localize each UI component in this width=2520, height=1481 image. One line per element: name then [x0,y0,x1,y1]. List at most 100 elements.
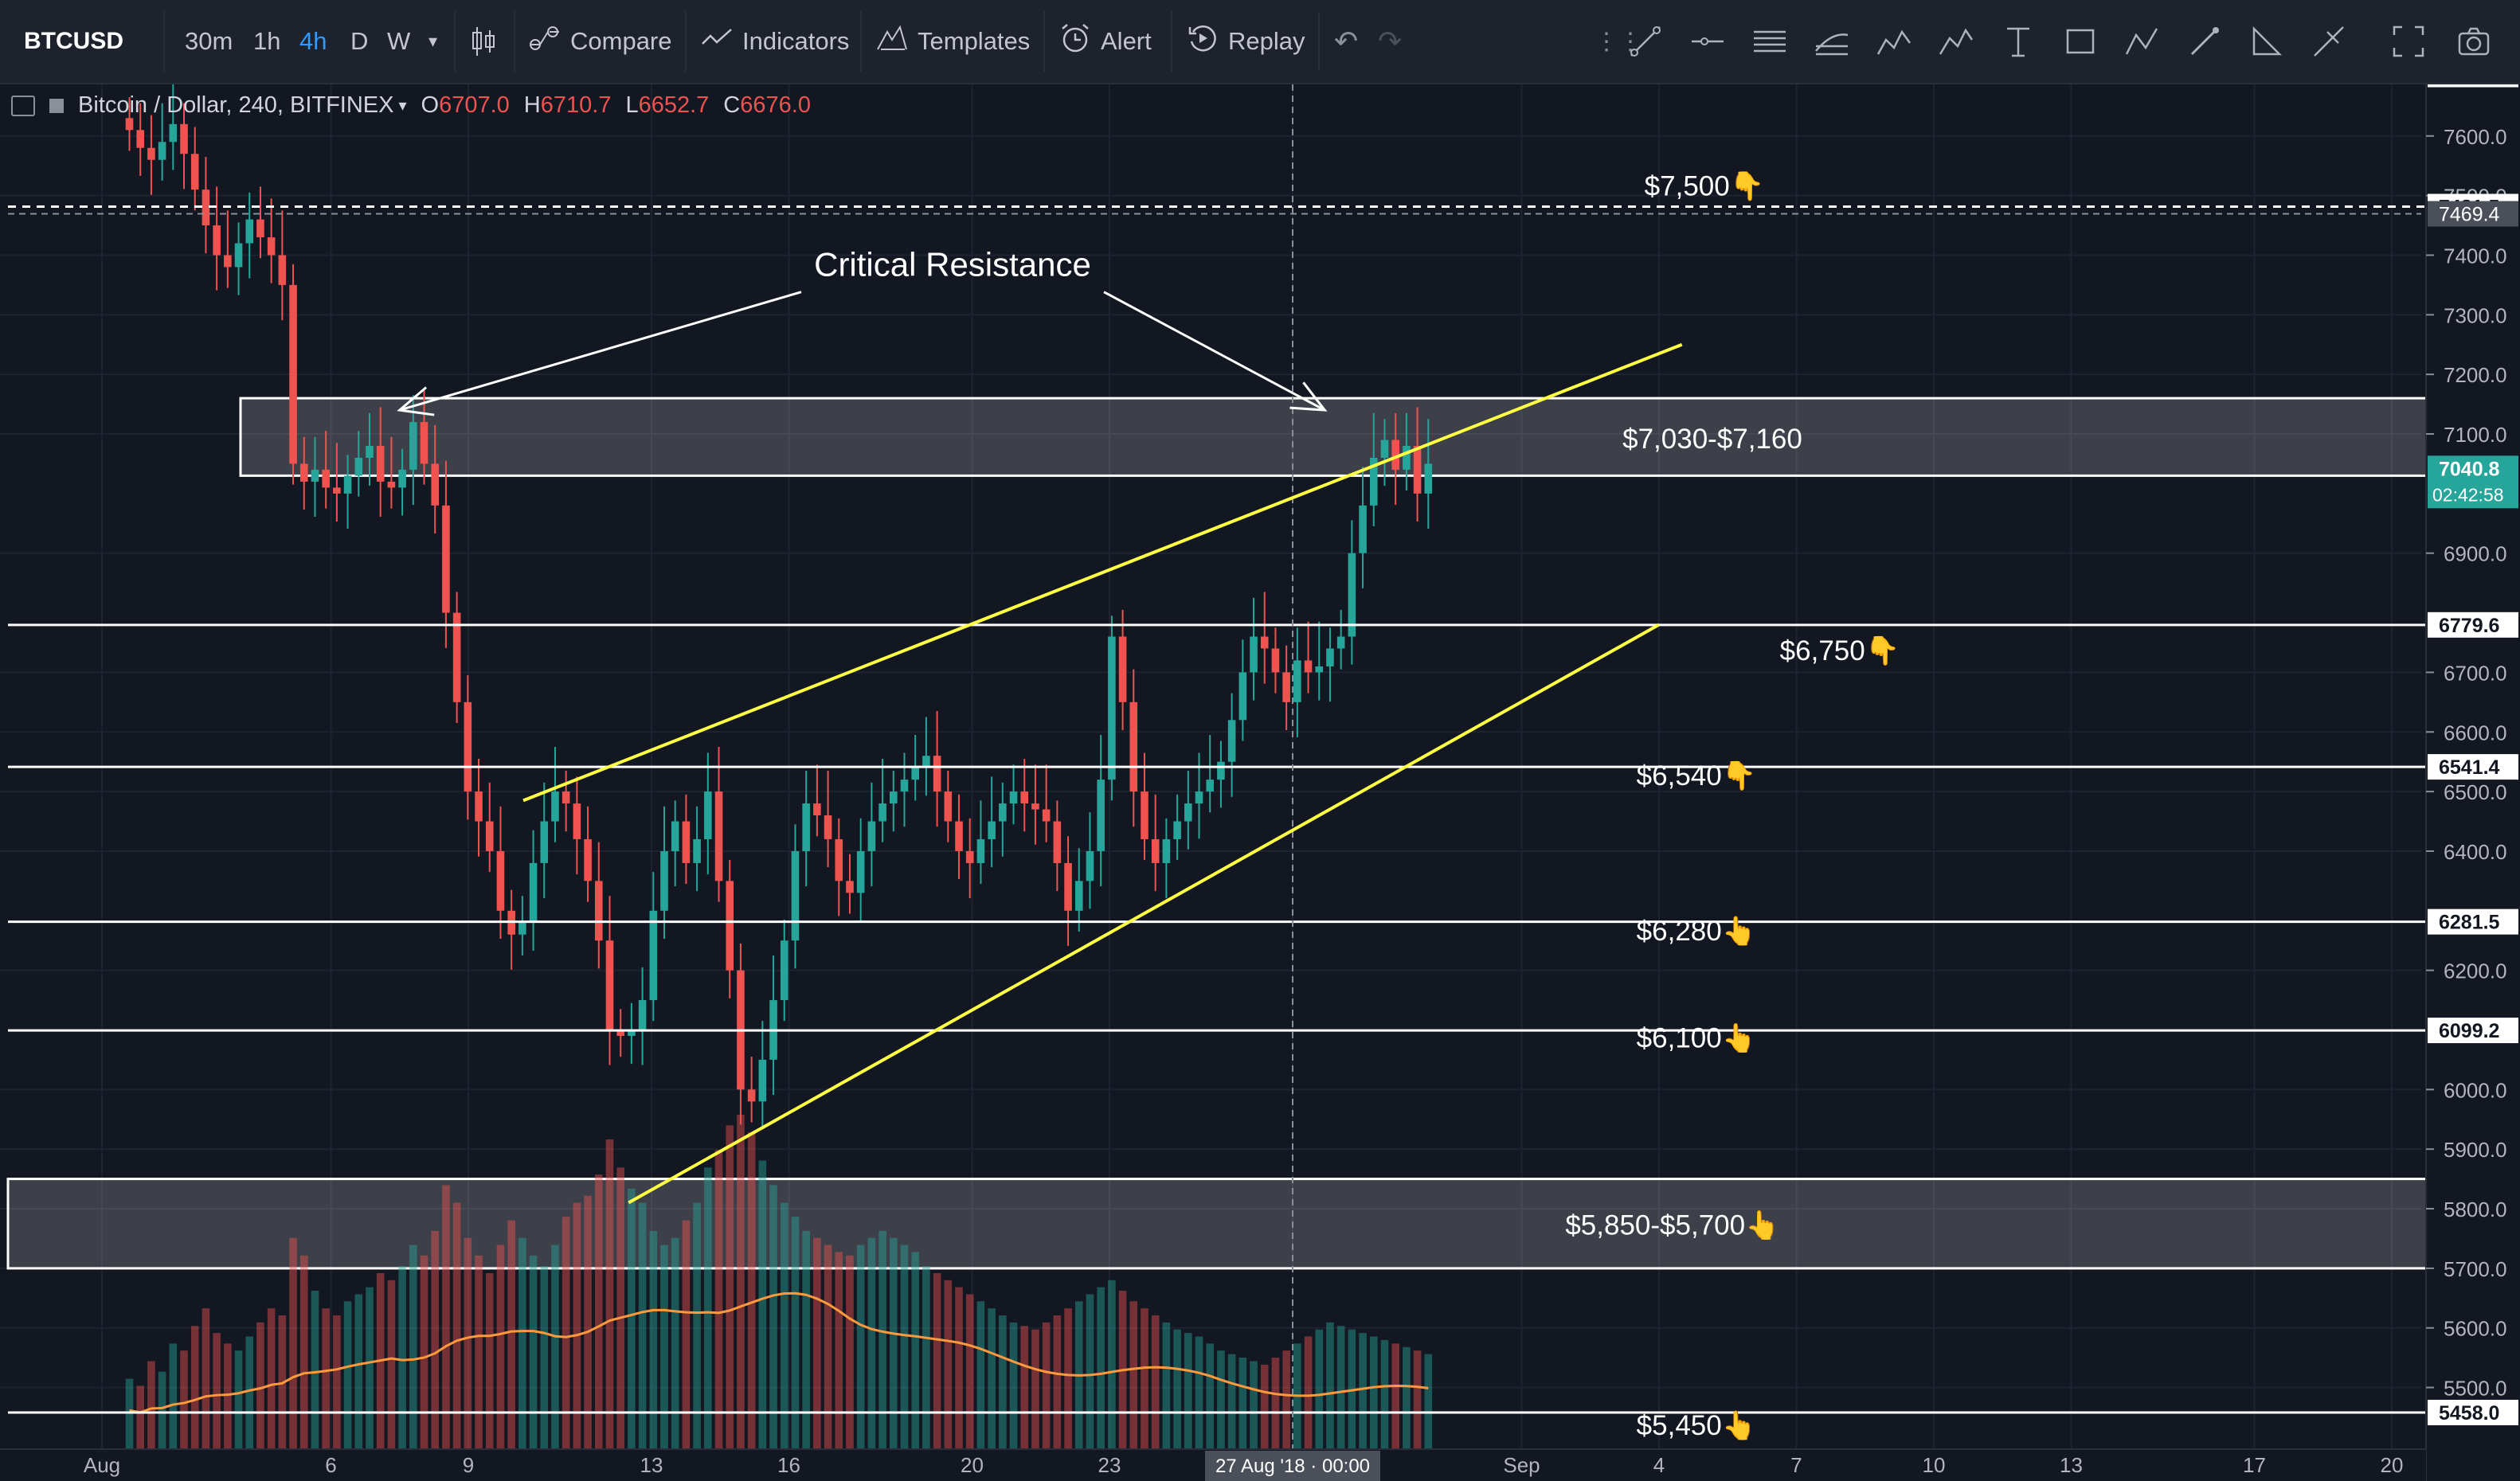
brush-tool-icon[interactable] [2184,19,2225,64]
price-tick-label: 5700.0 [2444,1257,2507,1281]
level-annotation: $6,750👇 [1780,635,1900,667]
candle-body [1293,660,1301,702]
volume-bar [1424,1354,1433,1449]
volume-bar [1184,1333,1192,1449]
indicators-button[interactable]: Indicators [701,0,849,83]
undo-icon[interactable]: ↶ [1334,25,1359,57]
candle-body [190,154,199,190]
horizontal-ray-tool-icon[interactable] [1687,19,1728,64]
price-tick-label: 5900.0 [2444,1138,2507,1162]
time-tick-label: 17 [2243,1453,2266,1477]
volume-bar [813,1237,821,1449]
chart-legend: Bitcoin / Dollar, 240, BITFINEX ▾ O6707.… [11,92,811,119]
volume-bar [693,1202,701,1449]
candle-body [1064,862,1072,911]
candle-body [660,850,668,911]
candle-body [846,881,854,893]
candle-body [452,612,461,702]
legend-title[interactable]: Bitcoin / Dollar, 240, BITFINEX [78,92,394,118]
candle-body [758,1059,767,1102]
toolbar-divider [454,11,456,72]
interval-30m-button[interactable]: 30m [185,27,233,55]
candle-body [704,791,712,839]
replay-button[interactable]: Replay [1187,0,1305,83]
chart-style-candles-icon[interactable] [470,0,497,83]
camera-snapshot-icon[interactable] [2453,19,2495,64]
price-tick-label: 7100.0 [2444,423,2507,447]
interval-dropdown-chevron-icon[interactable]: ▾ [428,31,438,51]
price-level-tag [2428,1018,2518,1044]
volume-bar [671,1237,679,1449]
abcd-pattern-tool-icon[interactable] [2122,19,2163,64]
magnet-tool-icon[interactable] [2308,19,2350,64]
volume-bar [965,1294,974,1449]
parallel-channel-tool-icon[interactable] [1749,19,1790,64]
measure-tool-icon[interactable] [2246,19,2287,64]
templates-button[interactable]: Templates [876,0,1030,83]
trend-line-tool-icon[interactable] [1625,19,1666,64]
candle-body [431,463,440,506]
last-price-tag [2428,455,2518,509]
candle-body [125,118,134,131]
text-tool-icon[interactable] [1998,19,2039,64]
candle-body [693,838,701,863]
candle-body [726,881,734,971]
fullscreen-icon[interactable] [2388,19,2429,64]
candle-body [376,445,385,482]
candle-body [1206,780,1215,792]
candle-body [278,255,287,285]
compare-button[interactable]: Compare [529,0,672,83]
volume-bar [900,1245,909,1449]
templates-icon [876,24,908,59]
volume-bar [594,1174,603,1449]
pattern-tool-icon[interactable] [1873,19,1915,64]
legend-toggle-icon[interactable] [11,95,35,116]
symbol-search-button[interactable]: BTCUSD [24,28,123,54]
price-level-tag-label: 5458.0 [2439,1402,2499,1424]
toolbar-divider [860,11,862,72]
time-tick-label: 13 [2060,1453,2083,1477]
legend-dropdown-chevron-icon[interactable]: ▾ [398,97,407,115]
candle-body [1097,780,1105,851]
time-tick-label: 6 [325,1453,336,1477]
volume-bar [1206,1343,1215,1449]
candle-body [988,821,996,839]
time-tick-label: Sep [1503,1453,1540,1477]
candle-body [1326,648,1334,666]
redo-icon[interactable]: ↷ [1378,25,1403,57]
volume-bar [1403,1346,1411,1449]
candle-body [1391,440,1399,470]
volume-bar [1282,1350,1290,1449]
legend-close-label: C [723,92,741,118]
zone-0 [239,397,2440,477]
volume-bar [1369,1336,1378,1449]
volume-bar [780,1202,788,1449]
volume-bar [922,1266,930,1449]
interval-w-button[interactable]: W [387,27,411,55]
interval-1h-button[interactable]: 1h [253,27,281,55]
volume-bar [1217,1350,1225,1449]
candle-body [747,1089,756,1102]
price-tick-label: 7300.0 [2444,303,2507,327]
price-tick-label: 6500.0 [2444,780,2507,804]
candle-body [1020,791,1029,804]
volume-bar [464,1237,472,1449]
alert-button[interactable]: Alert [1059,0,1152,83]
volume-bar [955,1287,963,1449]
elliott-wave-tool-icon[interactable] [1935,19,1977,64]
candle-body [147,147,155,160]
candle-body [180,123,188,154]
volume-bar [136,1385,145,1449]
candle-body [1369,457,1378,506]
candle-body [289,284,297,464]
volume-bar [180,1350,188,1449]
interval-d-button[interactable]: D [350,27,369,55]
volume-bar [1380,1339,1389,1449]
price-chart[interactable]: Critical Resistance $7,030-$7,160 $5,850-$… [0,84,2520,1481]
volume-bar [999,1315,1007,1449]
interval-4h-button[interactable]: 4h [299,27,327,55]
rectangle-tool-icon[interactable] [2060,19,2101,64]
volume-bar [747,1132,756,1449]
pitchfork-tool-icon[interactable] [1811,19,1853,64]
level-annotation: $6,540👇 [1637,760,1757,792]
